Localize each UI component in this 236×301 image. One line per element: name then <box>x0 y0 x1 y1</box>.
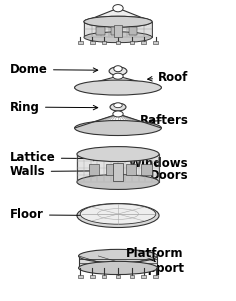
Ellipse shape <box>84 16 152 27</box>
Bar <box>89 164 99 175</box>
Bar <box>113 163 123 181</box>
Text: Ring: Ring <box>10 101 98 113</box>
Ellipse shape <box>79 261 157 275</box>
Ellipse shape <box>84 32 152 43</box>
Bar <box>141 41 146 44</box>
Bar <box>130 41 135 44</box>
Bar <box>114 25 122 37</box>
Ellipse shape <box>113 73 123 79</box>
Ellipse shape <box>110 103 126 111</box>
Bar <box>116 41 120 44</box>
Bar <box>126 164 136 175</box>
Bar <box>96 27 105 35</box>
Text: Floor: Floor <box>10 208 105 222</box>
Polygon shape <box>75 76 161 88</box>
Bar <box>130 275 135 278</box>
Ellipse shape <box>84 16 152 27</box>
Bar <box>101 41 106 44</box>
Ellipse shape <box>77 203 159 228</box>
Text: Doors: Doors <box>138 169 188 182</box>
Text: Walls: Walls <box>10 165 95 178</box>
Bar <box>106 164 116 175</box>
Bar <box>153 41 158 44</box>
Ellipse shape <box>113 111 123 117</box>
Text: Dome: Dome <box>10 63 98 76</box>
Ellipse shape <box>113 5 123 12</box>
Text: Lattice: Lattice <box>10 151 98 164</box>
Bar <box>141 164 152 175</box>
Text: Roof: Roof <box>148 71 188 84</box>
Bar <box>78 41 83 44</box>
Bar <box>116 275 120 278</box>
Bar <box>78 275 83 278</box>
Polygon shape <box>79 256 157 268</box>
Ellipse shape <box>114 66 122 72</box>
Bar <box>129 27 138 35</box>
Bar <box>141 275 146 278</box>
Ellipse shape <box>77 147 159 162</box>
Text: Windows: Windows <box>129 157 188 170</box>
Bar <box>101 275 106 278</box>
Ellipse shape <box>114 103 122 108</box>
Bar <box>90 275 95 278</box>
Bar <box>153 275 158 278</box>
Ellipse shape <box>109 67 127 75</box>
Text: Rafters: Rafters <box>139 114 188 127</box>
Bar <box>90 41 95 44</box>
Bar <box>111 27 120 35</box>
Polygon shape <box>84 8 152 22</box>
Ellipse shape <box>75 80 161 95</box>
Polygon shape <box>77 154 159 182</box>
Ellipse shape <box>75 120 161 135</box>
Ellipse shape <box>80 204 156 224</box>
Ellipse shape <box>77 175 159 189</box>
Polygon shape <box>84 22 152 37</box>
Text: Platform
Support: Platform Support <box>126 247 184 275</box>
Ellipse shape <box>79 249 157 262</box>
